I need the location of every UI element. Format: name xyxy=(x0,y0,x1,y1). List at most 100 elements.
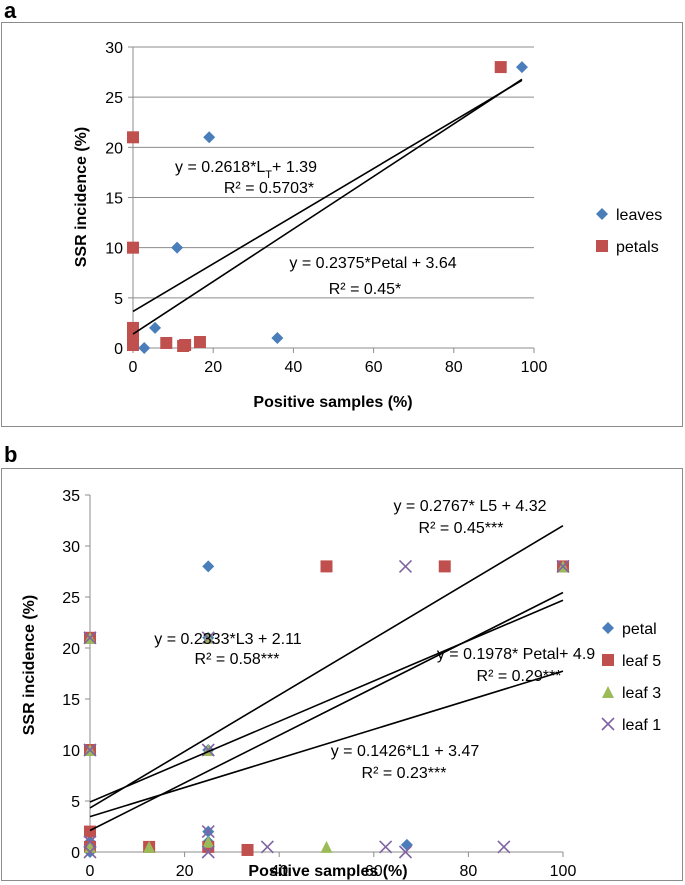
y-tick-label: 25 xyxy=(62,590,80,607)
y-tick-label: 20 xyxy=(62,641,80,658)
trendline xyxy=(132,78,523,335)
data-point xyxy=(379,840,393,854)
data-point xyxy=(171,241,184,254)
panel-label-b: b xyxy=(4,442,18,467)
data-point xyxy=(179,338,192,351)
legend-label: leaf 3 xyxy=(622,685,661,702)
x-tick-label: 80 xyxy=(445,359,463,376)
data-point xyxy=(556,559,570,573)
legend-marker xyxy=(596,240,608,252)
legend-label: petals xyxy=(616,239,659,256)
data-point xyxy=(83,743,97,757)
data-point xyxy=(193,335,206,348)
y-tick-label: 5 xyxy=(114,291,123,308)
equation-part: y = 0.2618*L xyxy=(175,159,265,176)
legend-label: leaf 1 xyxy=(622,717,661,734)
y-tick-label: 35 xyxy=(62,488,80,505)
y-tick-label: 10 xyxy=(105,241,123,258)
trendline-equation: y = 0.2767* L5 + 4.32 xyxy=(393,498,546,515)
data-point xyxy=(127,338,139,351)
panel-label-a: a xyxy=(4,0,17,23)
x-tick-label: 80 xyxy=(460,863,478,880)
trendline-equation: y = 0.2333*L3 + 2.11 xyxy=(154,631,301,648)
data-point xyxy=(138,342,151,354)
trendline-equation: R² = 0.45*** xyxy=(419,520,504,537)
data-point xyxy=(127,241,139,254)
legend-marker xyxy=(602,622,614,634)
data-point xyxy=(494,61,507,74)
y-axis-title: SSR incidence (%) xyxy=(73,127,90,267)
data-point xyxy=(160,336,173,349)
data-point xyxy=(320,560,333,573)
data-point xyxy=(201,825,215,839)
trendline-equation: R² = 0.29*** xyxy=(477,668,562,685)
data-point xyxy=(260,840,274,854)
chart-panel-b: 0 5 10 15 20 25 30 35 0 20 40 60 80 100 Positive sampl… xyxy=(1,468,683,881)
y-tick-label: 0 xyxy=(114,341,123,358)
data-point xyxy=(398,845,413,859)
legend-label: leaves xyxy=(616,207,662,224)
data-point xyxy=(203,131,216,144)
trendline-equation: R² = 0.58*** xyxy=(195,651,280,668)
x-tick-label: 20 xyxy=(176,863,194,880)
data-point xyxy=(241,843,254,856)
data-point xyxy=(320,840,333,853)
data-point xyxy=(515,61,528,74)
y-tick-label: 0 xyxy=(71,845,80,862)
y-tick-label: 5 xyxy=(71,794,80,811)
x-tick-label: 100 xyxy=(521,359,548,376)
x-tick-label: 0 xyxy=(86,863,95,880)
data-point xyxy=(202,835,215,848)
trendline-equation: y = 0.1426*L1 + 3.47 xyxy=(331,743,480,760)
y-tick-label: 10 xyxy=(62,743,80,760)
x-tick-label: 40 xyxy=(270,863,288,880)
data-point xyxy=(83,631,97,645)
data-point xyxy=(127,321,139,334)
trendline-equation: y = 0.2375*Petal + 3.64 xyxy=(289,255,456,272)
chart-frame xyxy=(1,22,683,427)
trendline-equation: R² = 0.45* xyxy=(329,281,401,298)
x-tick-label: 20 xyxy=(204,359,222,376)
x-tick-label: 60 xyxy=(365,863,383,880)
x-tick-label: 60 xyxy=(365,359,383,376)
legend-marker xyxy=(602,654,614,666)
data-point xyxy=(83,835,97,849)
legend-marker xyxy=(601,717,615,731)
data-point xyxy=(497,840,511,854)
trendline xyxy=(132,79,523,313)
legend-label: petal xyxy=(622,621,657,638)
equation-part: T xyxy=(265,169,272,181)
trendline-equation: R² = 0.5703* xyxy=(224,180,314,197)
series-leaves xyxy=(138,61,528,354)
data-point xyxy=(84,825,96,838)
legend-marker xyxy=(596,208,608,220)
trendline xyxy=(89,670,564,818)
data-point xyxy=(398,559,413,573)
trendline-equation: R² = 0.23*** xyxy=(362,765,447,782)
y-axis-title: SSR incidence (%) xyxy=(21,595,38,735)
chart-panel-a: 0 5 10 15 20 25 30 0 20 40 60 80 100 Positive samples… xyxy=(1,22,683,427)
data-point xyxy=(149,321,162,334)
legend-marker xyxy=(602,686,614,698)
trendline-equation: y = 0.1978* Petal+ 4.9 xyxy=(437,646,595,663)
x-tick-label: 40 xyxy=(285,359,303,376)
data-point xyxy=(83,845,97,859)
y-tick-label: 30 xyxy=(105,40,123,57)
y-tick-label: 15 xyxy=(62,692,80,709)
data-point xyxy=(201,845,215,859)
y-tick-label: 25 xyxy=(105,90,123,107)
data-point xyxy=(271,331,284,344)
trendline xyxy=(89,591,564,832)
trendline xyxy=(89,599,564,803)
x-axis-title: Positive samples (%) xyxy=(253,394,412,411)
chart-frame xyxy=(1,468,683,881)
y-tick-label: 30 xyxy=(62,539,80,556)
legend-label: leaf 5 xyxy=(622,653,661,670)
data-point xyxy=(438,560,451,573)
data-point xyxy=(202,560,215,573)
trendline-equation: y = 0.2618*LT+ 1.39 xyxy=(175,159,317,181)
y-tick-label: 20 xyxy=(105,140,123,157)
equation-part: + 1.39 xyxy=(272,159,317,176)
x-tick-label: 0 xyxy=(129,359,138,376)
